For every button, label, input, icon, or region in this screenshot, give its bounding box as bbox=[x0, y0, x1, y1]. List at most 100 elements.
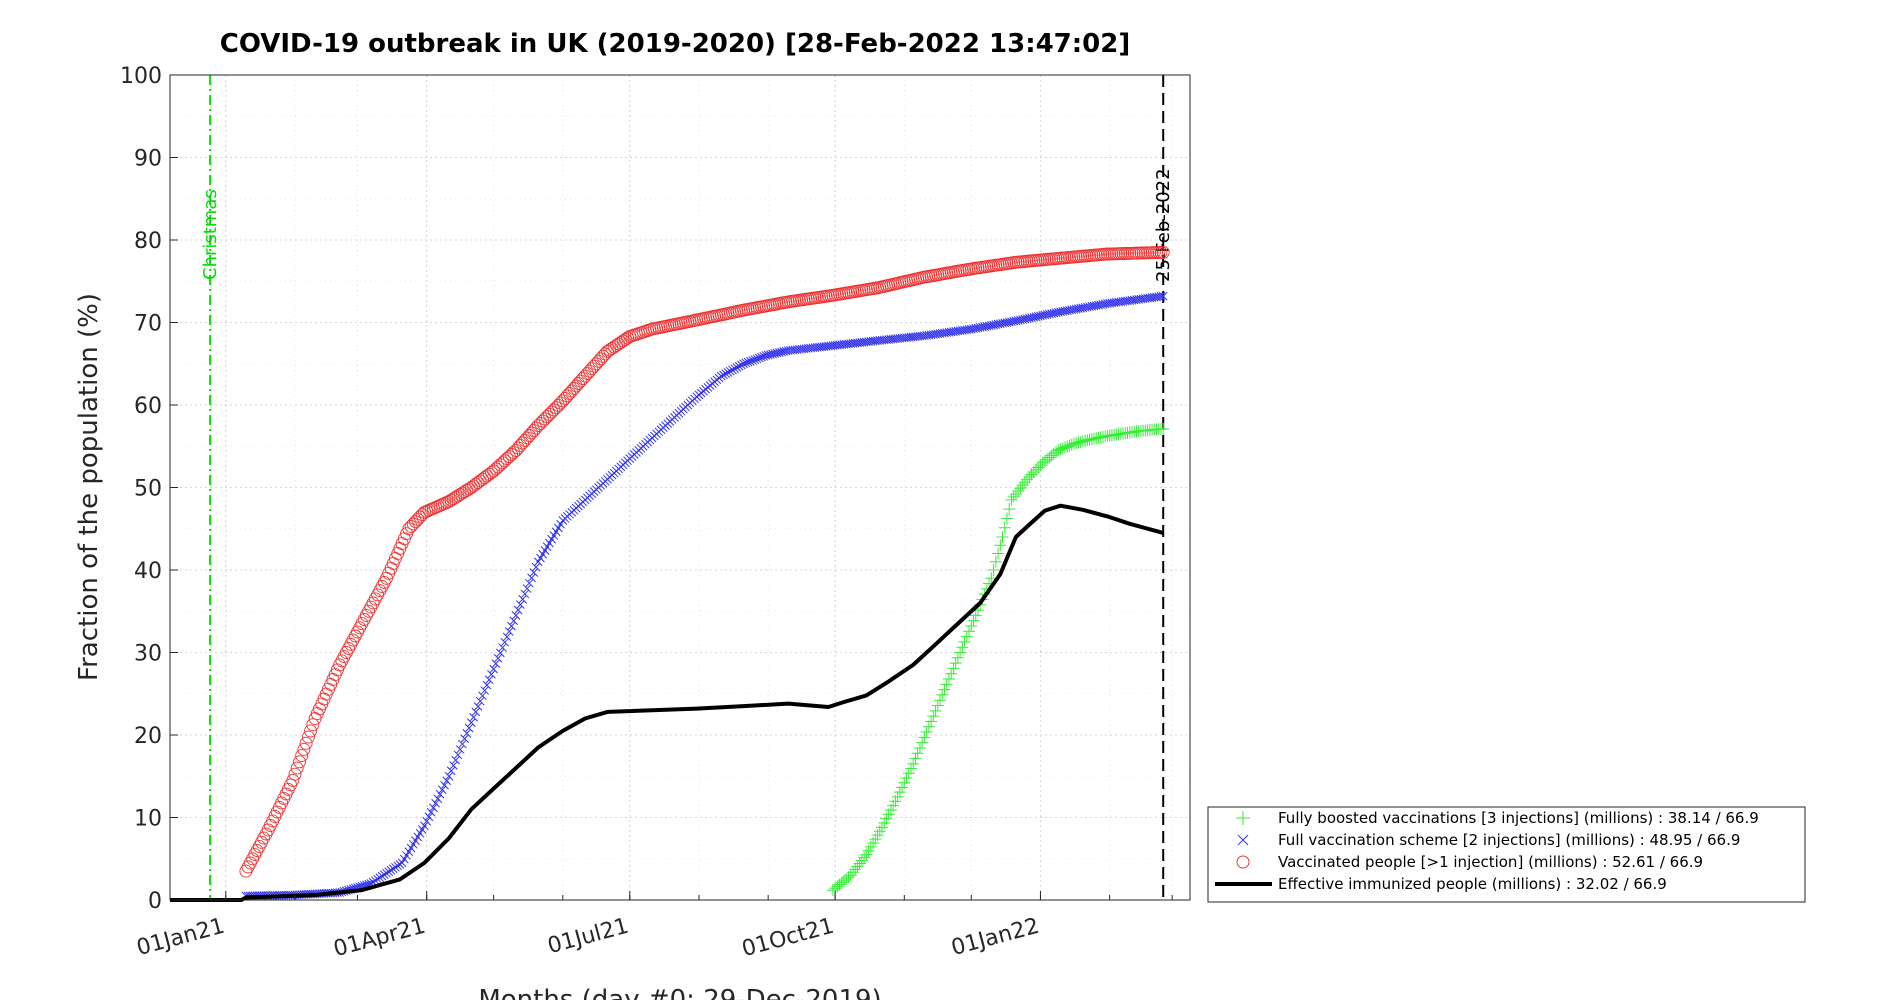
plot-area: Christmas 25-Feb-2022 bbox=[169, 74, 1191, 902]
legend: Fully boosted vaccinations [3 injections… bbox=[1207, 806, 1806, 903]
data-point bbox=[509, 616, 519, 626]
series-group bbox=[170, 503, 1164, 902]
data-point bbox=[893, 786, 906, 799]
data-point bbox=[529, 568, 539, 577]
data-point bbox=[909, 752, 922, 765]
data-point bbox=[598, 347, 612, 361]
data-point bbox=[745, 356, 755, 366]
data-point bbox=[304, 724, 318, 738]
data-point bbox=[444, 771, 454, 781]
data-point bbox=[538, 412, 552, 426]
data-point bbox=[891, 790, 904, 803]
y-axis-label: Fraction of the population (%) bbox=[74, 293, 104, 681]
data-point bbox=[513, 438, 527, 452]
data-point bbox=[339, 646, 353, 659]
data-point bbox=[489, 664, 498, 674]
data-point bbox=[750, 355, 760, 364]
data-point bbox=[505, 448, 518, 461]
data-point bbox=[1003, 503, 1016, 516]
series-group bbox=[826, 422, 1170, 897]
data-point bbox=[301, 730, 315, 744]
data-point bbox=[395, 859, 405, 869]
data-point bbox=[1158, 291, 1168, 301]
data-point bbox=[516, 600, 525, 610]
data-point bbox=[297, 742, 311, 756]
data-point bbox=[446, 766, 456, 776]
data-point bbox=[375, 873, 385, 882]
data-point bbox=[422, 816, 432, 826]
data-point bbox=[437, 785, 447, 795]
data-point bbox=[370, 876, 380, 885]
data-point bbox=[609, 338, 623, 352]
data-point bbox=[433, 794, 443, 804]
data-point bbox=[902, 767, 915, 780]
data-point bbox=[384, 867, 394, 877]
data-point bbox=[513, 605, 523, 615]
data-point bbox=[757, 352, 766, 362]
data-point bbox=[716, 371, 726, 381]
data-point bbox=[525, 426, 539, 440]
data-point bbox=[464, 723, 474, 733]
data-point bbox=[511, 611, 521, 620]
data-point bbox=[719, 370, 728, 380]
y-axis-ticks: 0 10 20 30 40 50 60 70 80 90 100 bbox=[120, 64, 178, 914]
data-point bbox=[531, 562, 541, 572]
data-point bbox=[940, 678, 953, 691]
data-point bbox=[469, 477, 483, 491]
data-point bbox=[467, 479, 480, 493]
data-point bbox=[549, 401, 563, 415]
data-point bbox=[929, 704, 942, 717]
data-point bbox=[393, 861, 403, 871]
data-point bbox=[462, 482, 476, 496]
data-point bbox=[493, 653, 503, 663]
data-point bbox=[614, 336, 628, 349]
y-tick-label: 80 bbox=[134, 229, 162, 254]
data-point bbox=[250, 844, 264, 857]
data-point bbox=[913, 741, 926, 754]
data-point bbox=[527, 424, 541, 438]
y-tick-label: 70 bbox=[134, 312, 162, 337]
data-point bbox=[495, 648, 505, 658]
data-point bbox=[732, 363, 742, 372]
data-point bbox=[460, 483, 474, 497]
legend-label: Effective immunized people (millions) : … bbox=[1278, 875, 1667, 893]
data-point bbox=[958, 635, 971, 648]
data-point bbox=[426, 807, 436, 817]
data-point bbox=[739, 359, 748, 369]
data-point bbox=[563, 386, 576, 400]
data-point bbox=[989, 555, 1002, 568]
data-point bbox=[942, 673, 955, 686]
data-point bbox=[473, 702, 483, 711]
data-point bbox=[558, 391, 572, 405]
data-point bbox=[589, 357, 603, 371]
data-point bbox=[404, 519, 418, 533]
data-point bbox=[431, 798, 440, 808]
data-point bbox=[571, 377, 585, 390]
data-point bbox=[491, 659, 501, 668]
legend-label: Vaccinated people [>1 injection] (millio… bbox=[1278, 853, 1703, 871]
data-point bbox=[569, 379, 583, 393]
legend-marker bbox=[1236, 811, 1250, 825]
data-point bbox=[440, 780, 449, 790]
data-point bbox=[451, 755, 461, 765]
data-point bbox=[382, 868, 391, 878]
data-point bbox=[576, 372, 590, 386]
data-point bbox=[471, 707, 481, 717]
reference-line-label: Christmas bbox=[200, 189, 221, 280]
data-point bbox=[286, 773, 300, 787]
data-point bbox=[241, 860, 255, 874]
data-point bbox=[531, 419, 545, 433]
data-point bbox=[721, 369, 731, 379]
data-point bbox=[723, 368, 733, 377]
data-point bbox=[466, 718, 476, 727]
data-point bbox=[502, 632, 512, 642]
data-point bbox=[520, 431, 534, 445]
data-point bbox=[951, 651, 964, 664]
y-tick-label: 0 bbox=[148, 889, 162, 914]
data-point bbox=[290, 761, 304, 775]
data-point bbox=[522, 429, 536, 442]
data-point bbox=[556, 394, 570, 408]
data-point bbox=[478, 471, 492, 485]
data-point bbox=[518, 434, 532, 447]
